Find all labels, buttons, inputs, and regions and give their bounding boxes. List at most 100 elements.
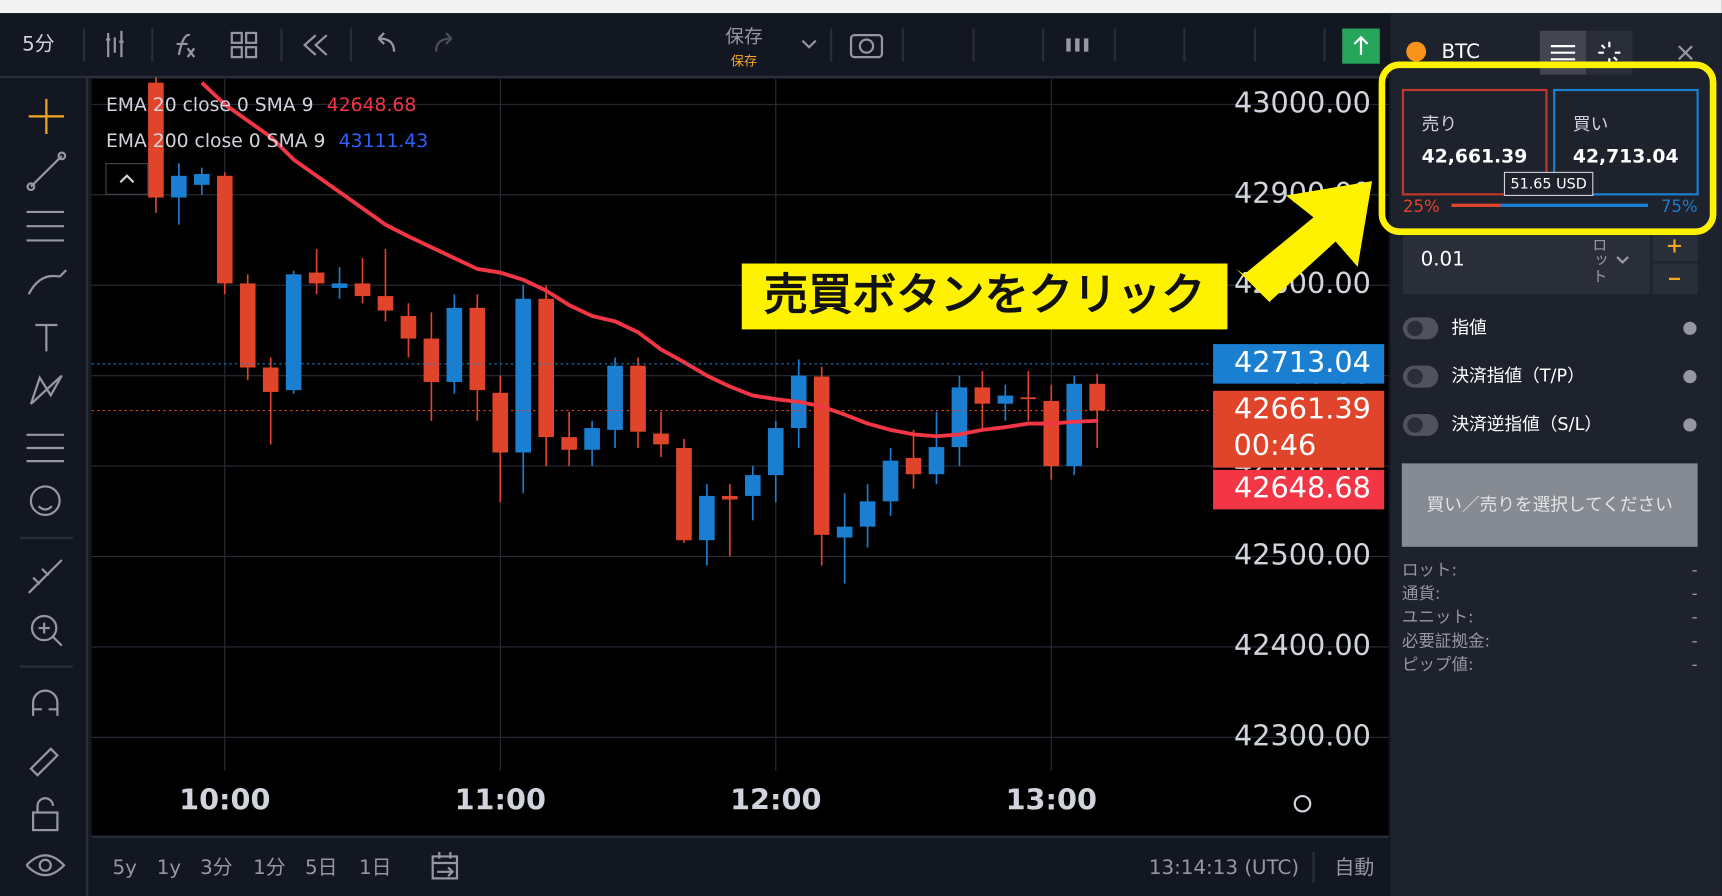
range-button[interactable]: 1y: [157, 856, 182, 879]
candle-body: [974, 387, 991, 404]
submit-button[interactable]: [1401, 463, 1698, 547]
price-label-box: [1213, 390, 1385, 468]
highlight-frame: [1378, 61, 1717, 235]
collapse-legend[interactable]: [105, 163, 149, 195]
toggle-knob: [1407, 368, 1423, 385]
info-label: 必要証拠金:: [1402, 631, 1490, 650]
price-label: 42713.04: [1234, 345, 1371, 379]
candle-body: [285, 274, 302, 391]
btc-icon: [1406, 41, 1427, 62]
candle-body: [423, 338, 440, 382]
toggle-knob: [1407, 320, 1423, 336]
lot-input[interactable]: [1402, 230, 1651, 295]
drawing-tools: [25, 98, 68, 877]
candle-body: [699, 495, 715, 541]
range-button[interactable]: 5y: [113, 856, 138, 879]
price-label: 42661.39: [1234, 392, 1371, 426]
sell-ratio-label: 25%: [1403, 197, 1440, 216]
candle-body: [515, 298, 532, 453]
chevron-icon: [119, 174, 135, 184]
close-icon[interactable]: [1678, 45, 1693, 61]
annotation-arrow: [1236, 181, 1373, 302]
order-info: ロット: - 通貨: - ユニット: - 必要証拠金: - ピップ値: -: [1402, 560, 1698, 673]
toggle-label: 決済逆指値（S/L）: [1451, 415, 1602, 435]
candle-body: [308, 272, 325, 284]
dropdown-icon[interactable]: [1616, 256, 1629, 264]
info-label: ピップ値:: [1402, 655, 1474, 674]
candle-body: [905, 457, 922, 475]
price-label: 42648.68: [1234, 471, 1371, 505]
clock: 13:14:13 (UTC): [1149, 856, 1299, 879]
candle-body: [171, 175, 187, 198]
toggle-label: 決済指値（T/P）: [1451, 367, 1584, 387]
candle-body: [469, 307, 486, 391]
candle-body: [1089, 383, 1105, 411]
range-button[interactable]: 1日: [359, 856, 391, 879]
ema-line: [200, 81, 1098, 439]
y-tick-label: 42300.00: [1234, 718, 1371, 752]
candle-body: [836, 526, 853, 538]
sidebar-separators: [19, 536, 73, 668]
buy-price: 42,713.04: [1573, 147, 1679, 168]
y-tick-label: 42400.00: [1234, 628, 1371, 662]
lot-unit: ロット: [1590, 237, 1608, 283]
candle-body: [997, 395, 1014, 404]
x-tick-label: 10:00: [179, 783, 270, 817]
candle-body: [354, 283, 371, 297]
candle-body: [1066, 383, 1083, 467]
candle-body: [607, 365, 623, 430]
chart-bg: [91, 79, 1389, 837]
date-range-icon[interactable]: [431, 852, 459, 880]
candle-body: [446, 307, 463, 382]
save-status: 保存: [731, 54, 757, 70]
lot-value: 0.01: [1421, 248, 1465, 271]
annotation-text: 売買ボタンをクリック: [764, 270, 1205, 321]
help-icon[interactable]: [1683, 418, 1697, 432]
plot: [91, 77, 1212, 584]
buy-ratio-label: 75%: [1661, 197, 1698, 216]
help-icon[interactable]: [1683, 370, 1697, 384]
grid: [91, 79, 1389, 771]
legend-value: 42648.68: [327, 95, 416, 116]
interval-button[interactable]: 5分: [22, 33, 55, 56]
help-icon[interactable]: [1683, 321, 1697, 335]
sell-label: 売り: [1422, 115, 1457, 135]
candle-body: [492, 392, 509, 453]
candle-body: [928, 447, 945, 475]
info-value: -: [1692, 608, 1698, 627]
buy-label: 買い: [1573, 115, 1608, 135]
browser-bar: [0, 0, 1722, 14]
y-tick-label: 43000.00: [1234, 85, 1371, 119]
info-value: -: [1692, 631, 1698, 650]
candle-body: [813, 376, 830, 535]
candle-body: [561, 437, 577, 450]
settings-icon[interactable]: [1293, 794, 1312, 813]
candle-body: [745, 475, 761, 496]
info-label: 通貨:: [1402, 584, 1441, 603]
bottom-bar: 5y 1y 3分 1分 5日 1日: [113, 856, 392, 879]
spread-box: [1503, 171, 1594, 196]
range-button[interactable]: 3分: [200, 856, 233, 879]
annotation-box: [741, 263, 1228, 330]
range-button[interactable]: 1分: [253, 856, 286, 879]
range-button[interactable]: 5日: [305, 856, 337, 879]
candle-body: [1043, 400, 1060, 467]
candle-body: [951, 387, 968, 448]
y-tick-label: 42500.00: [1234, 538, 1371, 572]
toolbar-icons: [105, 30, 1089, 59]
candle-body: [882, 460, 899, 502]
candle-body: [584, 428, 600, 450]
info-value: -: [1692, 655, 1698, 674]
info-value: -: [1692, 560, 1698, 579]
auto-scale[interactable]: 自動: [1335, 856, 1375, 879]
save-button[interactable]: 保存: [725, 27, 763, 48]
candle-body: [767, 428, 784, 476]
submit-label-box: 買い／売りを選択してください: [1427, 494, 1673, 515]
candle-body: [148, 82, 164, 198]
candle-body: [216, 175, 233, 284]
candle-body: [722, 495, 738, 500]
symbol: BTC: [1442, 40, 1480, 63]
